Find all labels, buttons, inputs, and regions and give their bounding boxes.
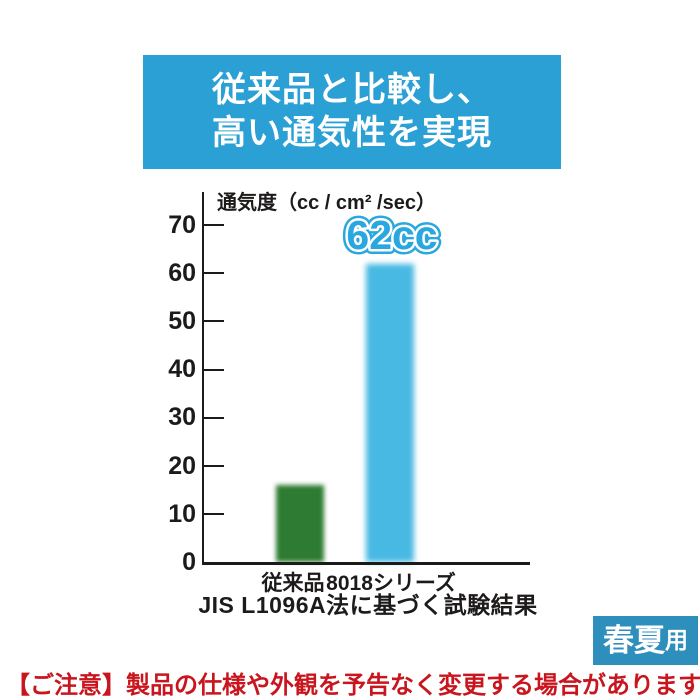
season-badge-suffix: 用: [665, 627, 688, 653]
y-tick-mark: [204, 513, 224, 516]
y-tick-label: 60: [168, 258, 196, 287]
y-tick-label: 20: [168, 451, 196, 480]
y-axis-title: 通気度（cc / cm² /sec）: [217, 192, 436, 214]
x-axis-line: [202, 562, 530, 565]
y-tick-mark: [204, 272, 224, 275]
annotation-white-stroke: 62cc: [346, 212, 437, 258]
y-axis-line: [202, 192, 204, 564]
season-badge: 春夏 用: [593, 616, 698, 665]
y-tick-mark: [204, 416, 224, 419]
notice-text: 【ご注意】製品の仕様や外観を予告なく変更する場合があります。: [6, 672, 700, 699]
annotation-outer-stroke: 62cc: [346, 212, 437, 258]
header-line-1: 従来品と比較し、: [212, 71, 492, 109]
value-annotation: 62cc 62cc 62cc: [341, 207, 442, 258]
y-tick-mark: [204, 465, 224, 468]
category-label-8018-series: 8018シリーズ: [326, 572, 456, 595]
y-tick-label: 70: [168, 210, 196, 239]
y-tick-label: 30: [168, 403, 196, 432]
category-label-conventional: 従来品: [261, 572, 325, 595]
season-badge-main: 春夏: [603, 623, 665, 658]
annotation-fill: 62cc: [346, 212, 437, 258]
y-tick-label: 40: [168, 355, 196, 384]
y-tick-mark: [204, 320, 224, 323]
y-tick-mark: [204, 224, 224, 226]
y-tick-label: 10: [168, 499, 196, 528]
y-tick-mark: [204, 368, 224, 371]
y-tick-label: 0: [182, 548, 196, 576]
chart-caption: JIS L1096A法に基づく試験結果: [198, 592, 538, 618]
header-banner: 従来品と比較し、 高い通気性を実現: [143, 55, 561, 169]
bar-conventional: [276, 485, 324, 563]
header-line-2: 高い通気性を実現: [212, 114, 492, 152]
bar-8018-series: [366, 263, 414, 563]
y-tick-label: 50: [168, 306, 196, 335]
